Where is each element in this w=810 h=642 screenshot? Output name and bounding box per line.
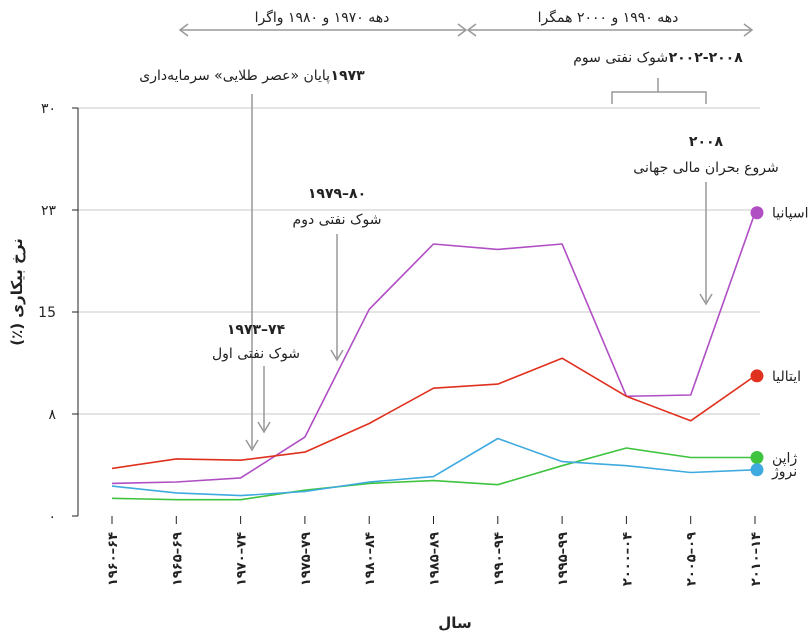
y-tick-label: ۳۰: [41, 101, 56, 117]
x-axis-label: سال: [438, 614, 471, 632]
x-tick-label: ۲۰۰۰–۰۴: [620, 532, 635, 586]
period-convergent-label: دهه ۱۹۹۰ و ۲۰۰۰ همگرا: [538, 9, 679, 26]
series-label: نروژ: [771, 464, 797, 480]
x-tick-label: ۱۹۶۰–۶۴: [106, 532, 121, 586]
data-series: [111, 212, 756, 501]
golden-age-year: ۱۹۷۳: [331, 68, 366, 84]
y-tick-label: ۲۳: [41, 203, 57, 219]
annotation-oil-shock-2: ۱۹۷۹–۸۰ شوک نفتی دوم: [293, 186, 382, 362]
series-end-marker: [750, 451, 764, 465]
series-label: اسپانیا: [772, 206, 809, 222]
x-tick-label: ۲۰۱۰–۱۴: [749, 532, 764, 586]
annotation-golden-age: ۱۹۷۳ پایان «عصر طلایی» سرمایه‌داری: [139, 68, 365, 452]
crisis-year: ۲۰۰۸: [689, 134, 724, 150]
x-tick-labels: ۱۹۶۰–۶۴ ۱۹۶۵–۶۹ ۱۹۷۰–۷۴ ۱۹۷۵–۷۹ ۱۹۸۰–۸۴ ۱۹۸۵–…: [106, 516, 764, 586]
x-tick-label: ۱۹۹۰–۹۴: [492, 532, 507, 586]
y-axis-label: نرخ بیکاری (٪): [8, 238, 26, 346]
annotation-oil-shock-1: ۱۹۷۳–۷۴ شوک نفتی اول: [212, 322, 300, 434]
y-tick-labels: ۰ ۸ 15 ۲۳ ۳۰: [38, 101, 78, 525]
oil-shock-1-text: شوک نفتی اول: [212, 346, 300, 362]
svg-text:۱۹۷۳ پایان «عصر طلایی» س: ۱۹۷۳ پایان «عصر طلایی» سرمایه‌داری: [139, 68, 365, 84]
period-convergent-bracket: دهه ۱۹۹۰ و ۲۰۰۰ همگرا: [466, 9, 754, 37]
annotation-oil-shock-3: ۲۰۰۲-۲۰۰۸ شوک نفتی سوم: [573, 50, 743, 104]
y-tick-label: ۰: [48, 509, 56, 525]
series-line: [111, 437, 756, 497]
series-label: ایتالیا: [772, 369, 801, 385]
svg-text:۲۰۰۲-۲۰۰۸ شوک نفتی سوم: ۲۰۰۲-۲۰۰۸ شوک نفتی سوم: [573, 50, 743, 66]
series-line: [111, 212, 756, 485]
x-tick-label: ۱۹۷۰–۷۴: [235, 532, 250, 586]
period-divergent-bracket: دهه ۱۹۷۰ و ۱۹۸۰ واگرا: [178, 9, 468, 37]
series-end-marker: [750, 206, 764, 220]
series-line: [111, 447, 755, 501]
x-tick-label: ۱۹۸۵–۸۹: [428, 532, 443, 586]
series-end-marker: [750, 463, 764, 477]
series-label: ژاپن: [772, 451, 797, 467]
x-tick-label: ۱۹۸۰–۸۴: [363, 532, 378, 586]
oil-shock-3-years: ۲۰۰۲-۲۰۰۸: [669, 50, 744, 66]
x-tick-label: ۱۹۶۵–۶۹: [170, 532, 185, 586]
x-tick-label: ۱۹۷۵–۷۹: [299, 532, 314, 586]
crisis-text: شروع بحران مالی جهانی: [633, 160, 778, 176]
series-end-marker: [750, 369, 764, 383]
x-tick-label: ۱۹۹۵–۹۹: [556, 532, 571, 586]
oil-shock-2-years: ۱۹۷۹–۸۰: [308, 186, 366, 202]
y-tick-label: ۸: [48, 407, 56, 423]
y-tick-label: 15: [38, 305, 56, 321]
period-divergent-label: دهه ۱۹۷۰ و ۱۹۸۰ واگرا: [255, 9, 390, 26]
oil-shock-3-text: شوک نفتی سوم: [573, 50, 668, 66]
oil-shock-2-text: شوک نفتی دوم: [293, 212, 382, 228]
series-line: [111, 357, 756, 470]
oil-shock-1-years: ۱۹۷۳–۷۴: [227, 322, 286, 338]
gridlines: [78, 107, 760, 415]
annotation-financial-crisis: ۲۰۰۸ شروع بحران مالی جهانی: [633, 134, 779, 306]
x-tick-label: ۲۰۰۵–۰۹: [685, 532, 700, 586]
golden-age-text: پایان «عصر طلایی» سرمایه‌داری: [139, 68, 330, 84]
